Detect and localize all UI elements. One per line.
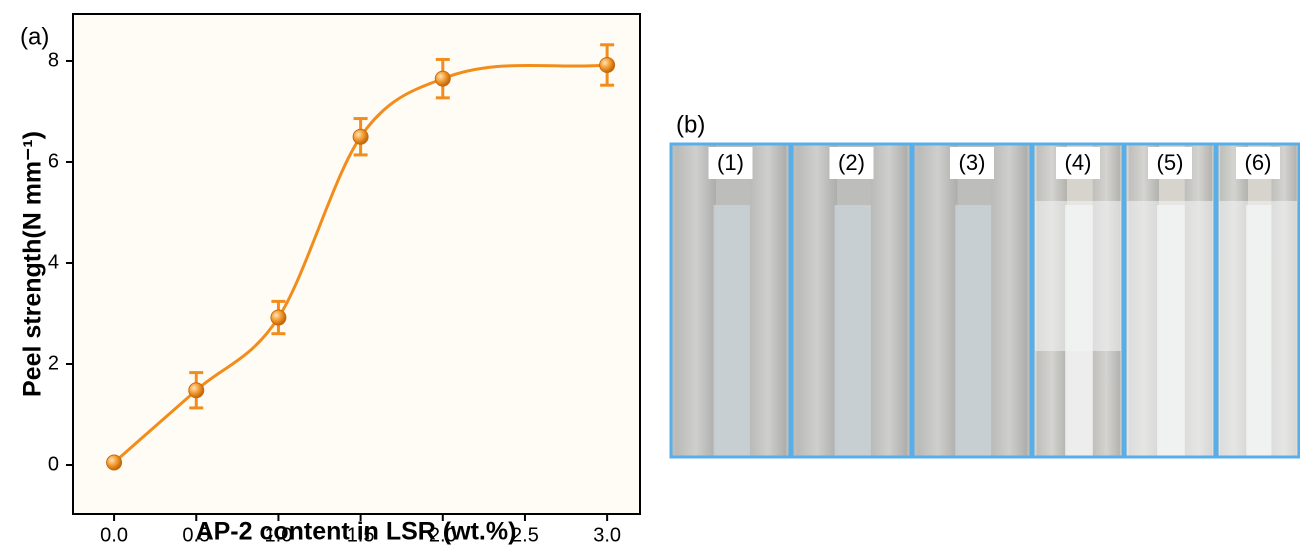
photo-label-box [950,147,994,179]
x-tick-label: 3.0 [593,524,621,546]
photo-strip [991,143,1028,458]
x-tick-label: 0.0 [100,524,128,546]
photo-panel: (1) (2) (3) (4) (5) (6) [669,142,1300,459]
sample-film [1035,201,1121,351]
photo-border [1031,142,1125,459]
photo-strip [918,143,958,458]
y-axis-title: Peel strength(N mm⁻¹) [19,131,47,397]
photo-label: (5) [1157,150,1184,175]
photo-label-box [708,147,753,179]
point [599,57,616,74]
y-tick-label: 2 [48,352,59,374]
photo-border [790,142,913,459]
photo-strip [870,143,908,458]
photo-border [1123,142,1217,459]
y-tick-label: 6 [48,150,59,172]
x-tick-label: 0.5 [182,524,210,546]
y-tick-label: 4 [48,251,59,273]
photo-border [1215,142,1300,459]
panel-label: (a) [20,23,49,50]
x-tick-label: 1.5 [347,524,375,546]
x-axis-title: AP-2 content in LSR (wt.%) [196,518,517,546]
x-tick-label: 1.0 [265,524,293,546]
point [434,70,451,87]
point [270,309,287,326]
photo-label: (4) [1065,150,1092,175]
point [188,382,205,399]
plot-frame [72,13,641,515]
photo-strip [676,143,716,458]
photo-border [669,142,792,459]
x-tick-label: 2.0 [429,524,457,546]
photo-label: (6) [1245,150,1272,175]
photo-label: (2) [838,150,865,175]
photo-label-box [829,147,874,179]
y-tick-label: 8 [48,49,59,71]
y-tick-label: 0 [48,453,59,475]
sample [955,205,992,458]
photo-strip [797,143,837,458]
panel-label: (b) [676,111,705,138]
photo-label: (3) [959,150,986,175]
photo-label-box [1236,147,1280,179]
photo-label-box [1056,147,1100,179]
sample [834,205,871,458]
sample [713,205,750,458]
point [106,454,123,471]
photo-label: (1) [717,150,744,175]
sample-film [1127,201,1213,458]
sample-film [1219,201,1297,458]
photo-border [911,142,1033,459]
photo-label-box [1148,147,1192,179]
photo-strip [749,143,787,458]
point [352,128,369,145]
x-tick-label: 2.5 [511,524,539,546]
